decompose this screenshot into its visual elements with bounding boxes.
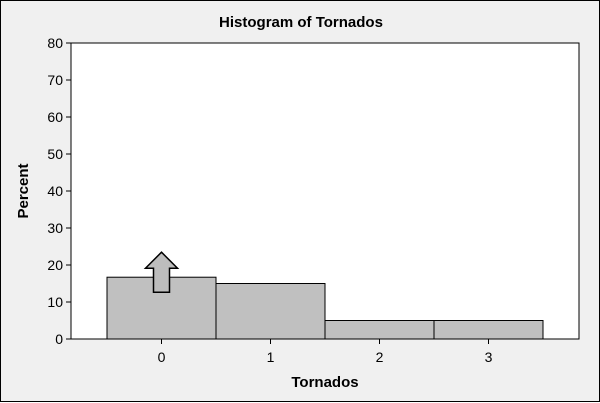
- y-tick-label-0: 0: [55, 331, 63, 347]
- x-tick-label-0: 0: [158, 349, 166, 365]
- y-tick-label-20: 20: [47, 257, 63, 273]
- y-tick-label-50: 50: [47, 146, 63, 162]
- bar-3: [433, 320, 544, 340]
- y-tick-label-80: 80: [47, 35, 63, 51]
- x-tick-label-1: 1: [267, 349, 275, 365]
- annotations-group: [143, 251, 180, 293]
- y-tick-label-60: 60: [47, 109, 63, 125]
- x-axis: 0 1 2 3: [158, 339, 493, 365]
- y-tick-label-40: 40: [47, 183, 63, 199]
- y-axis-label: Percent: [15, 163, 32, 218]
- y-tick-label-10: 10: [47, 294, 63, 310]
- x-tick-label-2: 2: [376, 349, 384, 365]
- bar-2: [324, 320, 435, 340]
- arrow-up-icon: [143, 251, 180, 293]
- chart-title: Histogram of Tornados: [219, 14, 383, 31]
- y-axis: 0 10 20 30 40 50 60 70 80: [47, 35, 71, 347]
- y-tick-label-30: 30: [47, 220, 63, 236]
- bar-1: [215, 283, 326, 340]
- x-axis-label: Tornados: [291, 374, 358, 391]
- y-tick-label-70: 70: [47, 72, 63, 88]
- x-tick-label-3: 3: [485, 349, 493, 365]
